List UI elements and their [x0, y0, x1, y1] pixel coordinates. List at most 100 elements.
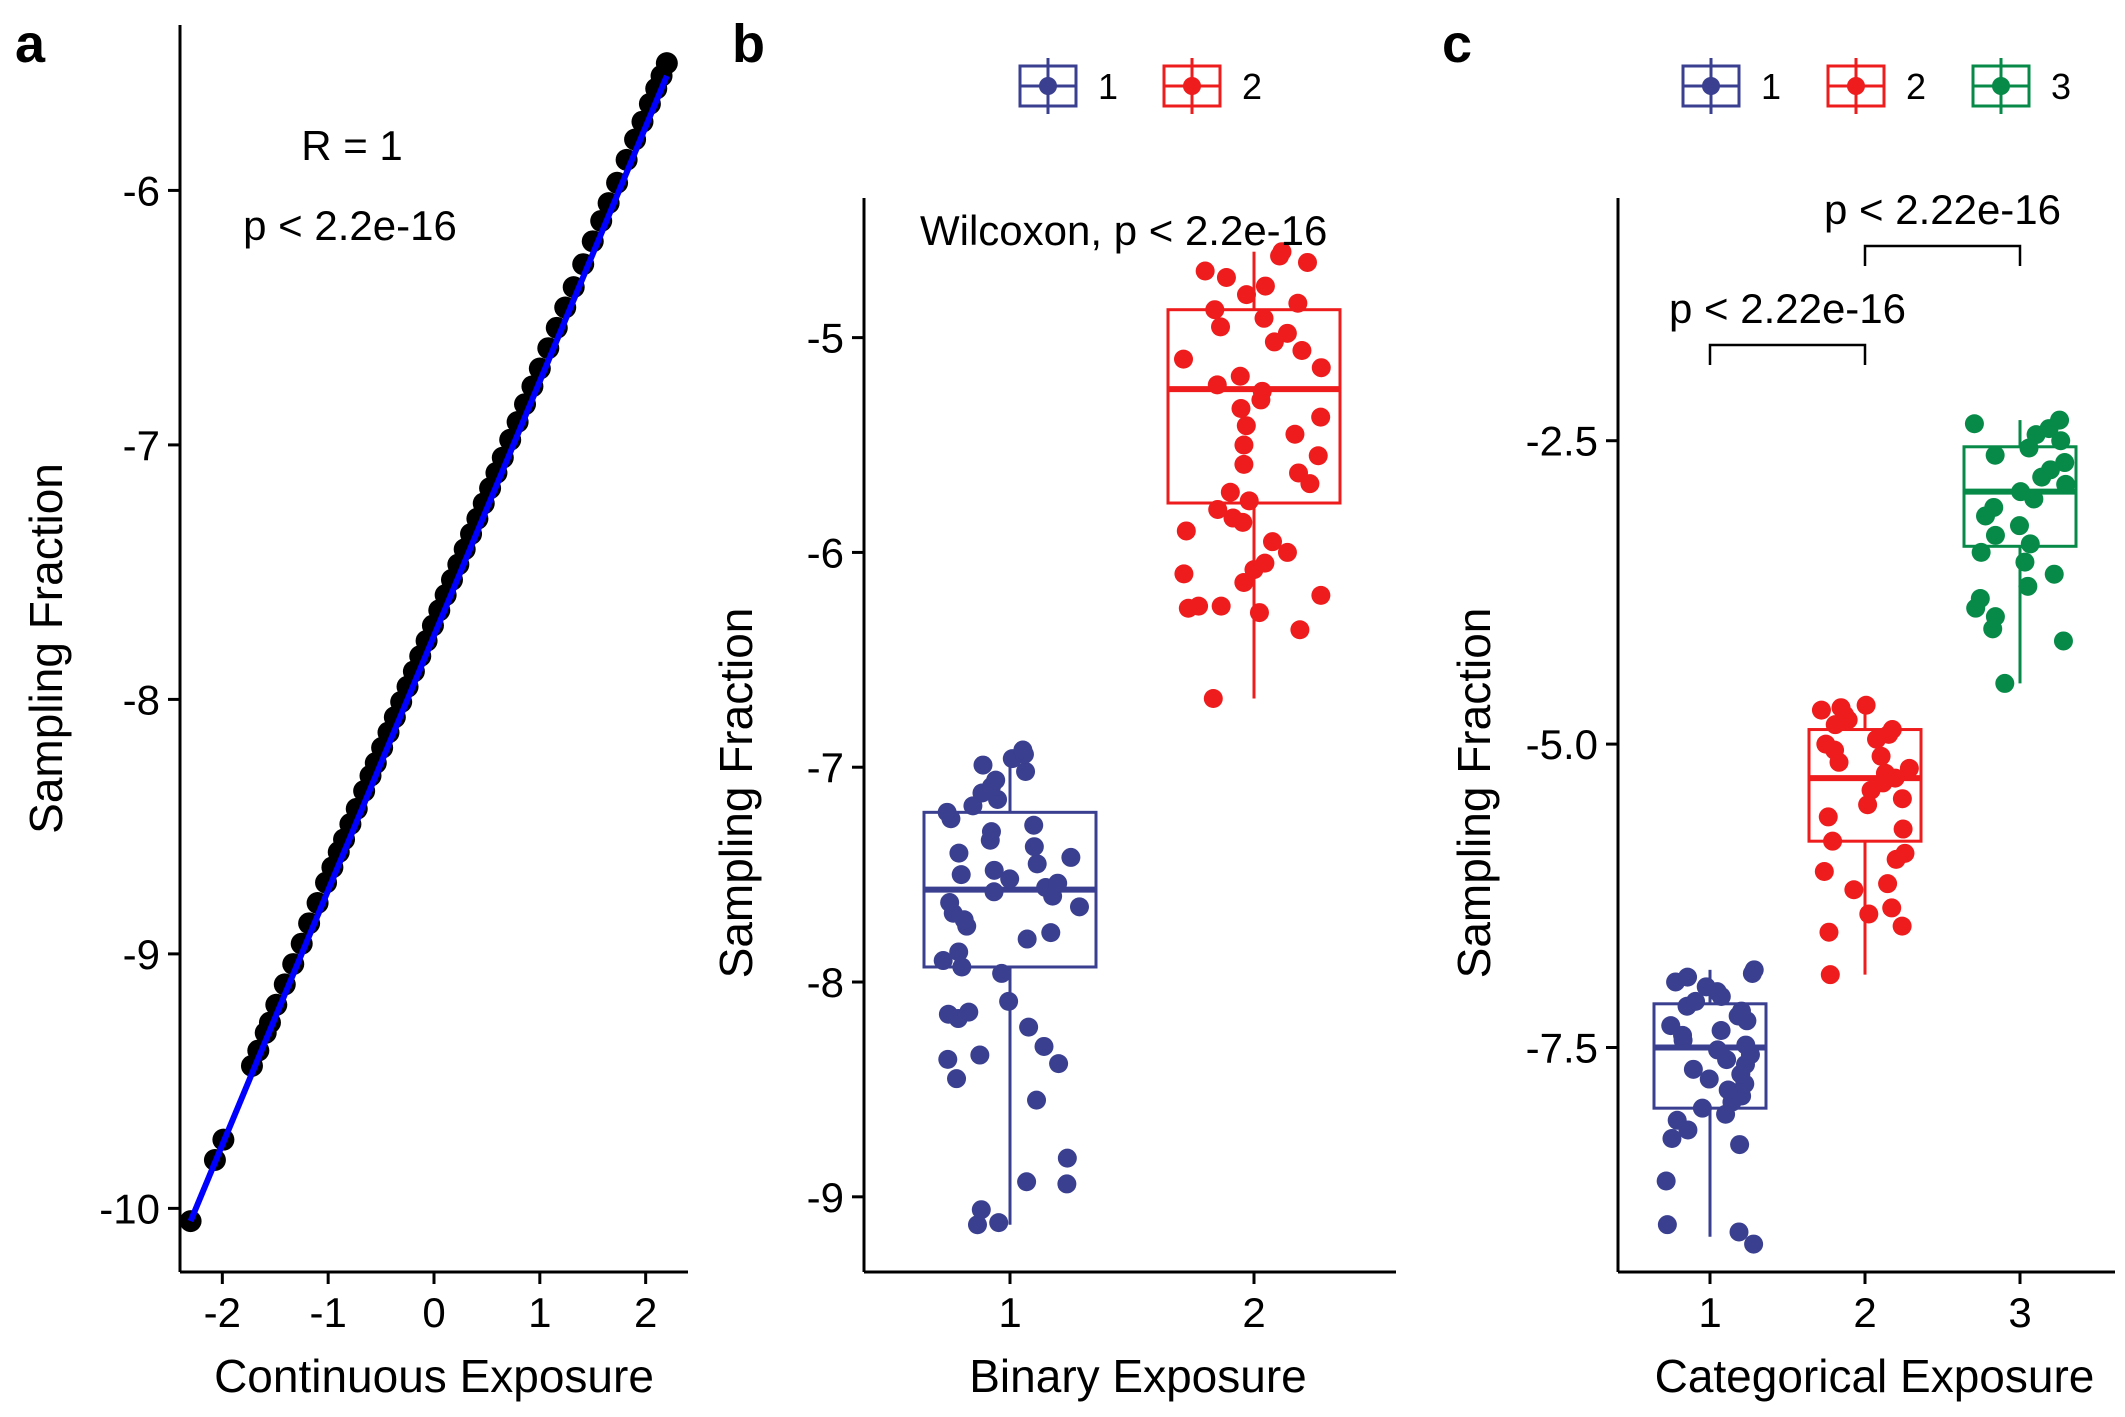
data-point	[2056, 474, 2076, 494]
data-point	[947, 1069, 967, 1089]
data-point	[1017, 1172, 1037, 1192]
data-point	[1057, 1174, 1077, 1194]
data-point	[2020, 534, 2040, 554]
data-point	[2040, 460, 2060, 480]
data-point	[1882, 898, 1902, 918]
test-annotation: Wilcoxon, p < 2.2e-16	[920, 207, 1327, 254]
data-point	[1277, 323, 1297, 343]
data-point	[1892, 916, 1912, 936]
legend-label: 1	[1761, 66, 1781, 107]
y-tick-label: -6	[807, 529, 844, 576]
data-point	[1744, 1234, 1764, 1254]
x-axis-label: Binary Exposure	[969, 1350, 1307, 1402]
x-tick-label: 1	[1698, 1289, 1721, 1336]
data-point	[1856, 695, 1876, 715]
y-tick-label: -5	[807, 315, 844, 362]
data-point	[1019, 1017, 1039, 1037]
data-point	[1311, 358, 1331, 378]
data-point	[981, 822, 1001, 842]
regression-line	[187, 74, 670, 1223]
data-point	[1236, 416, 1256, 436]
data-point	[1970, 588, 1990, 608]
data-point	[2011, 482, 2031, 502]
y-tick-label: -9	[123, 931, 160, 978]
data-point	[1254, 308, 1274, 328]
data-point	[1289, 463, 1309, 483]
legend-label: 3	[2051, 66, 2071, 107]
data-point	[1272, 242, 1292, 262]
data-point	[940, 893, 960, 913]
data-point	[1871, 746, 1891, 766]
data-point	[1211, 317, 1231, 337]
data-point	[1252, 381, 1272, 401]
data-point	[1656, 1171, 1676, 1191]
panel-c: c 1 2 3 -7.5 -5.0 -2.5 1 2 3 Categorical Exposure S…	[1442, 14, 2115, 1402]
data-point	[1899, 758, 1919, 778]
data-point	[1964, 414, 1984, 434]
data-point	[1239, 491, 1259, 511]
data-point	[1203, 688, 1223, 708]
data-point	[1041, 923, 1061, 943]
data-point	[1744, 960, 1764, 980]
panel-b: b 1 2 -9 -8 -7 -6 -5 1 2 Binary Exposure Sampling F…	[710, 14, 1396, 1402]
data-point	[1686, 991, 1706, 1011]
data-point	[1662, 1129, 1682, 1149]
data-point	[999, 991, 1019, 1011]
data-point	[949, 843, 969, 863]
data-point	[1984, 497, 2004, 517]
data-point	[1208, 499, 1228, 519]
data-point	[1811, 700, 1831, 720]
legend-label: 2	[1242, 66, 1262, 107]
data-point	[959, 1002, 979, 1022]
data-point	[2009, 516, 2029, 536]
data-point	[951, 865, 971, 885]
legend-label: 1	[1098, 66, 1118, 107]
data-point	[1823, 831, 1843, 851]
data-point	[1024, 815, 1044, 835]
y-tick-label: -10	[99, 1185, 160, 1232]
y-tick-label: -6	[123, 167, 160, 214]
data-point	[1234, 572, 1254, 592]
data-point	[2018, 576, 2038, 596]
data-point	[1048, 873, 1068, 893]
pvalue-annotation: p < 2.2e-16	[243, 202, 457, 249]
data-point	[1995, 673, 2015, 693]
data-point	[973, 755, 993, 775]
data-point	[1290, 620, 1310, 640]
data-point	[2053, 631, 2073, 651]
comparison-label: p < 2.22e-16	[1669, 285, 1906, 332]
data-point	[1895, 843, 1915, 863]
data-point	[1174, 564, 1194, 584]
y-tick-label: -2.5	[1526, 418, 1598, 465]
data-point	[655, 52, 678, 75]
data-point	[1711, 1021, 1731, 1041]
y-axis-label: Sampling Fraction	[710, 608, 762, 979]
panel-label-a: a	[15, 14, 46, 74]
x-tick-label: 2	[1242, 1289, 1265, 1336]
data-point	[1696, 977, 1716, 997]
data-point	[1678, 967, 1698, 987]
data-point	[1667, 1110, 1687, 1130]
box-iqr	[1807, 728, 1923, 843]
data-point	[1731, 1001, 1751, 1021]
comparison-bracket	[1863, 244, 2022, 266]
legend-key-point	[1992, 77, 2010, 95]
data-point	[1027, 1090, 1047, 1110]
data-point	[1819, 922, 1839, 942]
data-point	[1034, 1036, 1054, 1056]
data-point	[1292, 341, 1312, 361]
data-point	[1189, 596, 1209, 616]
data-point	[1057, 1148, 1077, 1168]
data-point	[1893, 819, 1913, 839]
data-point	[952, 957, 972, 977]
data-point	[1223, 508, 1243, 528]
data-point	[1176, 521, 1196, 541]
data-point	[1297, 252, 1317, 272]
data-point	[1205, 300, 1225, 320]
x-tick-label: 2	[1853, 1289, 1876, 1336]
data-point	[1985, 445, 2005, 465]
data-point	[1311, 407, 1331, 427]
y-axis-label: Sampling Fraction	[1448, 608, 1500, 979]
x-tick-label: 2	[634, 1289, 657, 1336]
data-point	[1024, 837, 1044, 857]
